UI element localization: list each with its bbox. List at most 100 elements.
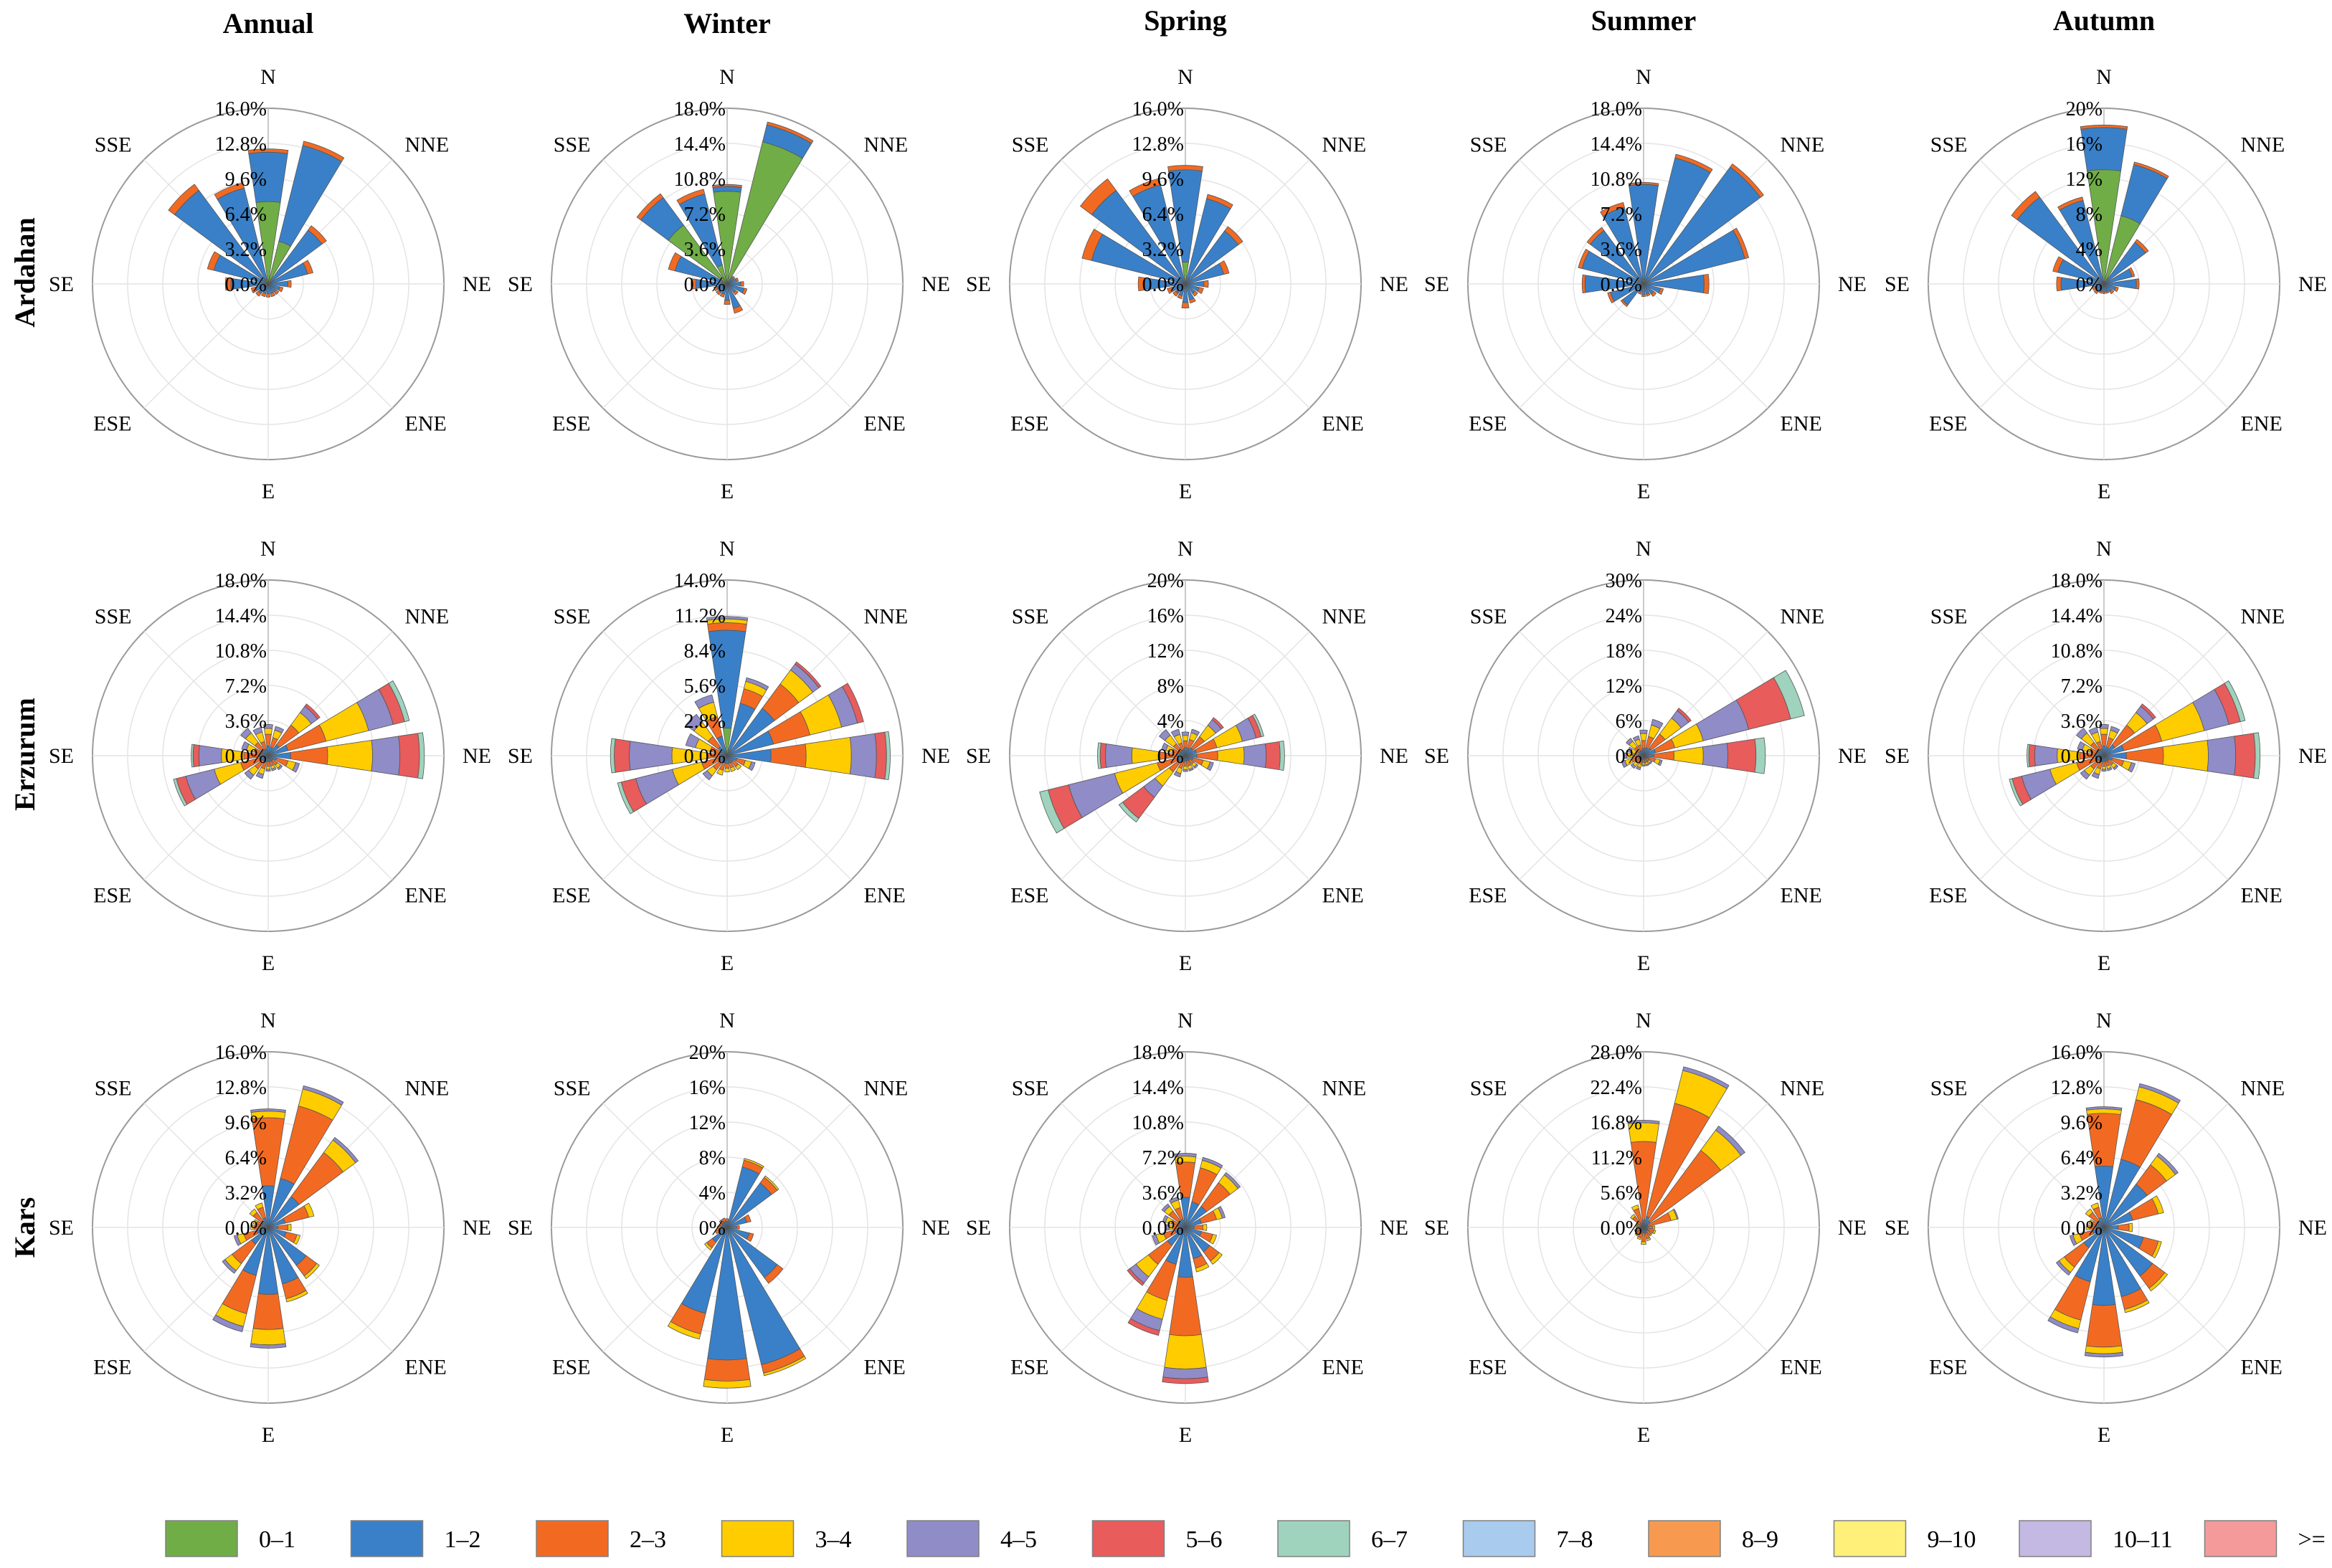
rose-bar-segment xyxy=(1224,226,1243,245)
rose-bar-segment xyxy=(1210,1252,1223,1265)
rose-bar-segment xyxy=(2085,1304,2123,1348)
direction-label-nne: NNE xyxy=(405,133,450,157)
rose-bar-segment xyxy=(1627,1120,1660,1124)
rose-bar-segment xyxy=(763,1356,807,1377)
radial-tick-label: 24% xyxy=(1606,605,1642,627)
legend-swatch xyxy=(1277,1520,1350,1557)
rose-bar-segment xyxy=(724,762,730,769)
radial-tick-label: 14.4% xyxy=(2051,605,2103,627)
rose-bar-segment xyxy=(287,280,292,288)
legend-swatch xyxy=(165,1520,238,1557)
direction-label-e: E xyxy=(262,480,275,503)
radial-tick-label: 10.8% xyxy=(674,168,726,191)
direction-label-ene: ENE xyxy=(2241,884,2283,908)
rose-bar-segment xyxy=(1652,1230,1656,1235)
rose-bar-segment xyxy=(1243,743,1267,769)
grid-spoke xyxy=(267,755,393,880)
rose-bar-segment xyxy=(724,300,731,305)
rose-bar-segment xyxy=(1621,760,1628,768)
legend-label: 7–8 xyxy=(1557,1526,1593,1553)
rose-bar-segment xyxy=(1190,728,1200,736)
rose-bar-segment xyxy=(1754,737,1766,774)
rose-bar-segment xyxy=(748,761,756,771)
legend-swatch xyxy=(1833,1520,1907,1557)
rose-bar-segment xyxy=(168,184,200,216)
rose-bar-segment xyxy=(2162,740,2209,771)
radial-tick-label: 0.0% xyxy=(2061,1217,2103,1240)
direction-label-n: N xyxy=(260,1009,276,1032)
rose-bar-segment xyxy=(717,1225,721,1230)
direction-label-sse: SSE xyxy=(1470,133,1507,157)
radial-tick-label: 16.0% xyxy=(215,1042,267,1064)
legend-swatch xyxy=(2019,1520,2092,1557)
radial-tick-label: 0.0% xyxy=(1142,274,1184,296)
rose-bar-segment xyxy=(1161,1203,1170,1212)
rose-bar-segment xyxy=(2207,736,2237,776)
rose-bar-segment xyxy=(222,1259,237,1274)
rose-bar-segment xyxy=(1773,670,1805,720)
radial-tick-label: 10.8% xyxy=(1591,168,1642,191)
wind-rose-kars-spring: 0.0% 3.6% 7.2% 10.8% 14.4% 18.0% N NNE NE ENE E ESE… xyxy=(966,1009,1408,1447)
rose-bar-segment xyxy=(173,778,188,807)
radial-tick-label: 0.0% xyxy=(225,1217,267,1240)
direction-label-nne: NNE xyxy=(1781,133,1825,157)
radial-tick-label: 12% xyxy=(1606,675,1642,698)
rose-bar-segment xyxy=(1726,738,1757,773)
rose-bar-segment xyxy=(302,1085,344,1106)
rose-bar-segment xyxy=(734,763,742,771)
direction-label-n: N xyxy=(2096,65,2112,89)
rose-bar-segment xyxy=(2091,285,2096,291)
direction-label-ene: ENE xyxy=(405,412,447,436)
rose-bar-segment xyxy=(250,1224,255,1231)
rose-bar-segment xyxy=(1641,294,1646,298)
rose-bar-segment xyxy=(224,277,232,291)
direction-label-ese: ESE xyxy=(1010,1356,1048,1379)
rose-bar-segment xyxy=(1657,759,1663,766)
direction-label-ne: NE xyxy=(463,272,491,296)
rose-bar-segment xyxy=(2090,1202,2100,1210)
rose-bar-segment xyxy=(703,1358,751,1382)
rose-bar-segment xyxy=(2098,290,2103,294)
rose-bar-segment xyxy=(2140,703,2156,720)
direction-label-ene: ENE xyxy=(1322,1356,1364,1379)
rose-bar-segment xyxy=(1650,290,1657,298)
rose-bar-segment xyxy=(1620,299,1629,308)
wind-rose-erzurum-winter: 0.0% 2.8% 5.6% 8.4% 11.2% 14.0% N NNE NE ENE E ESE S… xyxy=(508,537,950,975)
radial-tick-label: 16% xyxy=(689,1077,726,1099)
rose-bar-segment xyxy=(287,1223,292,1232)
rose-bar-segment xyxy=(2085,1106,2123,1111)
radial-tick-label: 8% xyxy=(2076,204,2103,226)
rose-bar-segment xyxy=(255,1202,264,1210)
wind-rose-grid: 0.0%3.2%6.4%9.6%12.8%16.0%NNNENEENEEESES… xyxy=(49,65,2327,1447)
direction-label-ene: ENE xyxy=(2241,412,2283,436)
radial-tick-label: 28.0% xyxy=(1591,1042,1642,1064)
column-title-spring: Spring xyxy=(1144,4,1227,37)
radial-tick-label: 8% xyxy=(1157,675,1184,698)
rose-bar-segment xyxy=(1607,292,1615,304)
direction-label-e: E xyxy=(721,480,734,503)
radial-tick-label: 10.8% xyxy=(2051,640,2103,662)
grid-spoke xyxy=(1519,1103,1644,1228)
rose-bar-segment xyxy=(1164,1334,1207,1369)
rose-bar-segment xyxy=(308,225,327,244)
direction-label-sse: SSE xyxy=(1930,133,1968,157)
rose-bar-segment xyxy=(2128,267,2136,277)
column-title-winter: Winter xyxy=(683,7,770,39)
rose-bar-segment xyxy=(1195,1263,1210,1273)
rose-bar-segment xyxy=(2085,1208,2094,1217)
rose-bar-segment xyxy=(241,741,250,751)
rose-bar-segment xyxy=(2088,726,2099,736)
radial-tick-label: 0.0% xyxy=(2061,746,2103,768)
direction-label-se: SE xyxy=(508,744,533,768)
radial-tick-label: 3.6% xyxy=(1601,239,1642,261)
rose-bar-segment xyxy=(270,292,276,298)
rose-bar-segment xyxy=(265,766,271,770)
legend-label: 6–7 xyxy=(1371,1526,1408,1553)
radial-tick-label: 3.6% xyxy=(2061,711,2103,733)
rose-bar-segment xyxy=(1192,290,1198,297)
rose-bar-segment xyxy=(721,1217,726,1223)
rose-bar-segment xyxy=(1197,287,1204,294)
radial-tick-label: 12% xyxy=(2066,168,2103,191)
direction-label-se: SE xyxy=(49,272,74,296)
